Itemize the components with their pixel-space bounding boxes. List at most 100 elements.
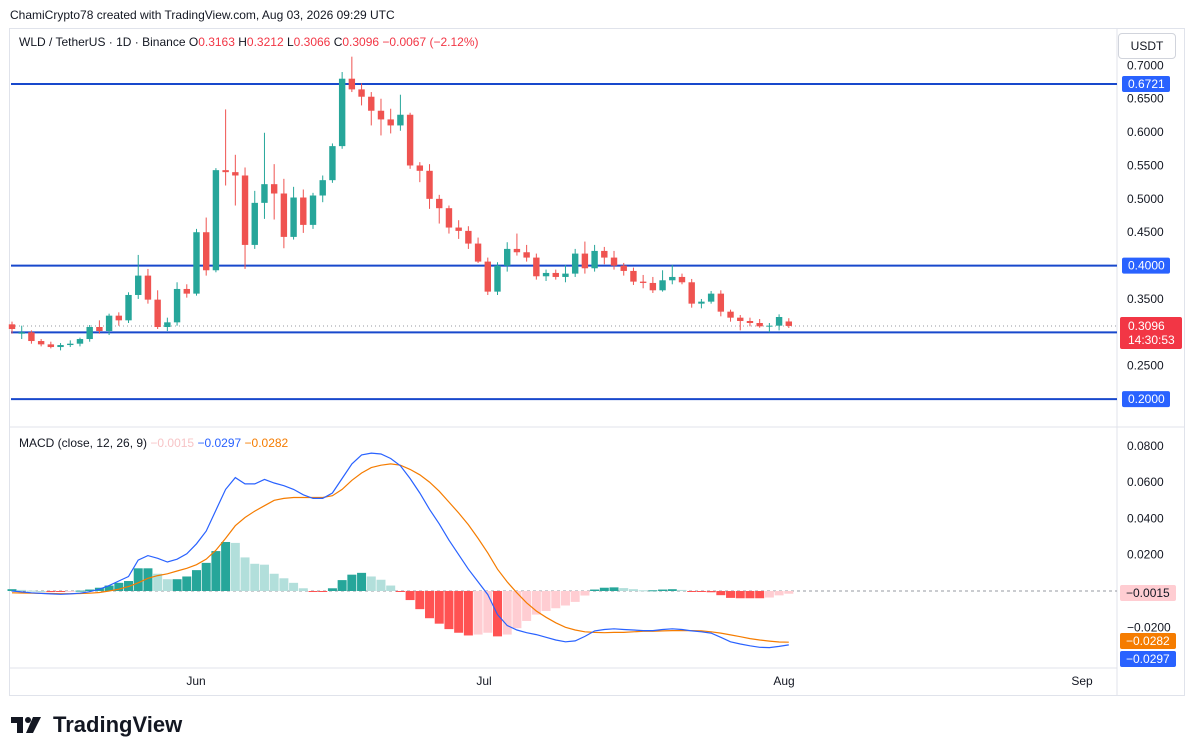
macd-hist-bar: [696, 591, 706, 592]
macd-hist-bar: [512, 591, 522, 629]
time-tick-label: Aug: [773, 674, 794, 688]
candle-body: [193, 232, 200, 294]
macd-hist-bar: [182, 576, 192, 591]
footer-logo[interactable]: TradingView: [11, 712, 182, 738]
macd-hist-bar: [191, 570, 201, 591]
candle-body: [290, 197, 297, 237]
macd-hist-bar: [784, 591, 794, 594]
macd-hist-bar: [473, 591, 483, 635]
symbol-label[interactable]: WLD / TetherUS · 1D · Binance: [19, 35, 186, 49]
macd-hist-bar: [687, 591, 697, 592]
macd-hist-bar: [366, 576, 376, 591]
macd-hist-bar: [716, 591, 726, 596]
candle-body: [270, 184, 278, 194]
macd-hist-bar: [7, 589, 17, 591]
macd-hist-bar: [609, 587, 619, 591]
macd-hist-bar: [56, 591, 66, 592]
level-tag: [1122, 75, 1170, 92]
candle-body: [581, 253, 589, 269]
symbol-legend: WLD / TetherUS · 1D · Binance O0.3163 H0…: [19, 35, 479, 49]
candle-body: [669, 276, 676, 281]
macd-hist-value: −0.0015: [150, 436, 195, 450]
candle-body: [494, 265, 501, 292]
macd-hist-bar: [677, 589, 687, 591]
candle-body: [601, 250, 608, 258]
candle-body: [125, 294, 132, 321]
candle-body: [232, 172, 239, 176]
currency-button[interactable]: USDT: [1118, 33, 1176, 59]
macd-hist-bar: [143, 568, 153, 591]
chart-frame: [9, 28, 1185, 696]
candle-body: [76, 339, 84, 344]
candle-body: [416, 165, 424, 171]
candle-body: [329, 146, 336, 181]
macd-tick-label: 0.0800: [1127, 439, 1164, 453]
candle-body: [523, 252, 530, 258]
macd-value-tag: [1120, 651, 1176, 667]
candle-body: [659, 280, 666, 291]
level-tag: [1122, 391, 1170, 408]
macd-hist-bar: [764, 591, 774, 598]
candle-body: [445, 208, 453, 228]
countdown-label: 14:30:53: [1128, 333, 1175, 347]
candle-body: [144, 275, 152, 300]
macd-hist-bar: [590, 589, 600, 591]
candle-body: [474, 243, 482, 262]
macd-hist-bar: [36, 591, 46, 592]
candle-body: [47, 344, 55, 348]
macd-hist-bar: [755, 591, 765, 599]
macd-hist-bar: [376, 579, 386, 591]
macd-hist-bar: [774, 591, 784, 596]
candle-body: [484, 261, 491, 292]
macd-hist-bar: [221, 541, 231, 591]
high-value: 0.3212: [246, 35, 284, 49]
candle-body: [639, 281, 647, 283]
macd-line: [11, 452, 789, 649]
macd-hist-bar: [357, 572, 367, 591]
macd-hist-bar: [541, 591, 551, 611]
candle-body: [105, 315, 113, 332]
macd-hist-bar: [75, 590, 85, 592]
candle-body: [261, 184, 268, 203]
price-tick-label: 0.6500: [1127, 92, 1164, 106]
price-tick-label: 0.2500: [1127, 359, 1164, 373]
candle-body: [358, 89, 365, 97]
time-tick-label: Jun: [186, 674, 205, 688]
candle-body: [610, 257, 618, 266]
candle-body: [785, 321, 792, 326]
candle-body: [533, 257, 540, 277]
macd-hist-bar: [104, 585, 114, 591]
macd-title[interactable]: MACD (close, 12, 26, 9): [19, 436, 148, 450]
macd-tick-label: 0.0600: [1127, 475, 1164, 489]
candle-body: [203, 232, 210, 271]
macd-hist-bar: [502, 591, 512, 635]
time-tick-label: Sep: [1071, 674, 1093, 688]
macd-hist-bar: [172, 579, 182, 591]
macd-hist-bar: [531, 591, 541, 615]
price-tick-label: 0.5500: [1127, 158, 1164, 172]
macd-hist-bar: [463, 591, 473, 636]
macd-hist-bar: [240, 557, 250, 591]
macd-value-tag: [1120, 633, 1176, 649]
candle-body: [183, 288, 190, 294]
attribution-text: ChamiCrypto78 created with TradingView.c…: [10, 8, 395, 22]
candle-body: [698, 301, 705, 304]
level-tag-label: 0.4000: [1128, 259, 1165, 273]
candle-body: [504, 248, 511, 266]
candle-body: [571, 253, 579, 274]
candle-body: [115, 315, 123, 321]
candle-body: [251, 202, 258, 245]
price-tick-label: 0.3500: [1127, 292, 1164, 306]
macd-hist-bar: [735, 591, 745, 599]
macd-hist-bar: [85, 589, 95, 591]
candle-body: [766, 325, 773, 327]
time-tick-label: Jul: [476, 674, 491, 688]
macd-hist-bar: [522, 591, 532, 621]
candle-body: [37, 341, 45, 345]
candle-body: [18, 332, 25, 334]
candle-body: [86, 327, 93, 340]
candle-body: [620, 265, 627, 271]
candle-body: [154, 299, 161, 328]
macd-hist-bar: [153, 573, 163, 591]
